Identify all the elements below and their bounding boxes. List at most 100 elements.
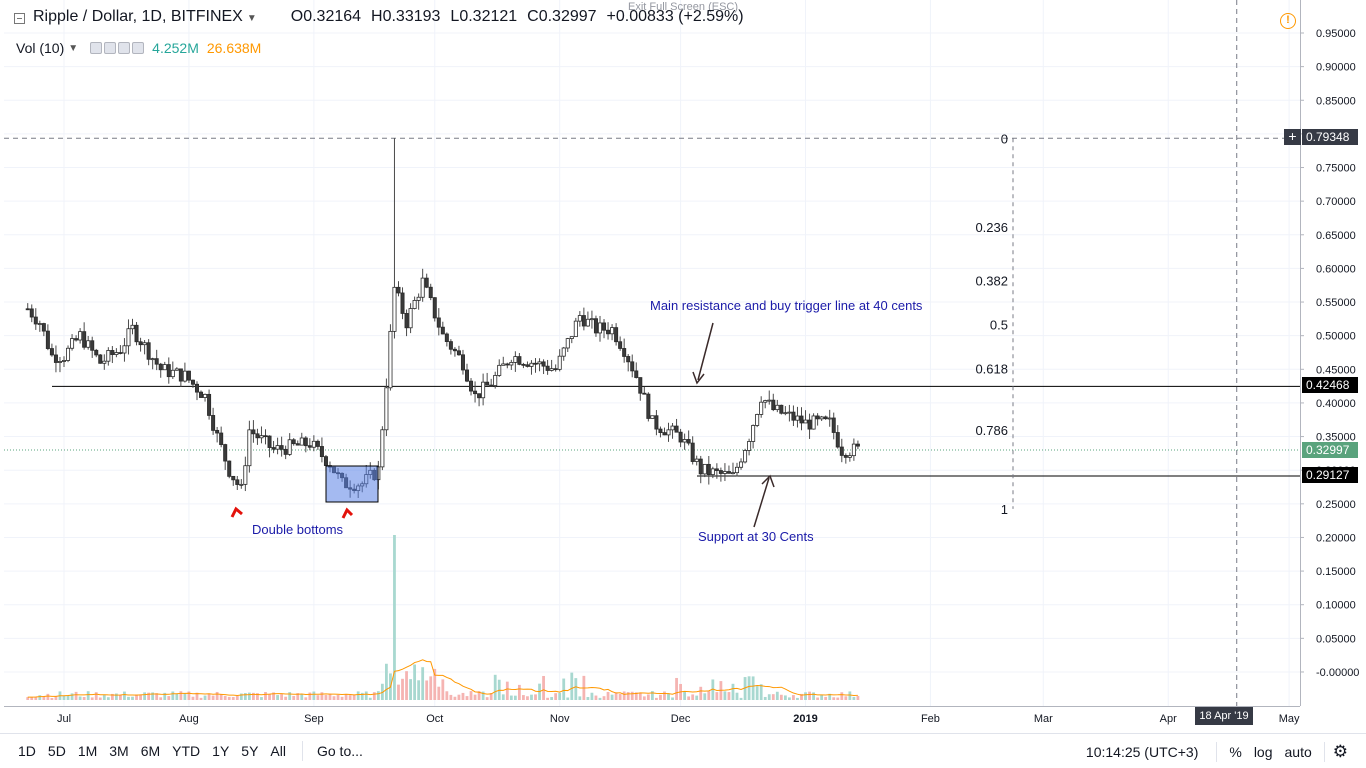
close-value: C0.32997: [527, 8, 597, 25]
candle-body: [521, 363, 526, 366]
warning-icon[interactable]: !: [1280, 13, 1296, 29]
candle-body: [714, 468, 719, 471]
candle-body: [585, 318, 590, 327]
volume-bar: [513, 695, 517, 700]
time-tick-label: Feb: [921, 713, 940, 725]
candle-body: [835, 432, 840, 448]
double-bottoms-annotation[interactable]: Double bottoms: [252, 522, 344, 537]
auto-scale-toggle[interactable]: auto: [1284, 743, 1312, 760]
volume-bar: [328, 693, 332, 700]
candle-body: [847, 455, 852, 458]
support-arrow: [753, 477, 770, 528]
candle-body: [384, 387, 389, 431]
volume-bar: [74, 691, 78, 700]
volume-bar: [336, 694, 340, 700]
volume-bar: [356, 691, 360, 700]
candle-body: [194, 383, 199, 393]
candle-body: [642, 392, 647, 395]
volume-bar: [78, 696, 82, 700]
candle-body: [142, 342, 147, 346]
volume-bar: [775, 691, 779, 700]
volume-bar: [594, 695, 598, 700]
timeframe-1y[interactable]: 1Y: [212, 743, 230, 759]
add-alert-button[interactable]: +: [1284, 129, 1301, 145]
candle-body: [553, 368, 558, 371]
volume-bar: [731, 683, 735, 700]
volume-bar: [481, 691, 485, 700]
volume-bar: [90, 697, 94, 700]
time-tick-label: Mar: [1034, 713, 1053, 725]
timeframe-6m[interactable]: 6M: [140, 743, 161, 759]
candle-body: [154, 358, 159, 365]
goto-date-button[interactable]: Go to...: [316, 743, 363, 759]
timeframe-5y[interactable]: 5Y: [241, 743, 259, 759]
volume-bar: [755, 686, 759, 700]
price-tick-label: 0.75000: [1316, 163, 1356, 175]
volume-bar: [235, 695, 239, 700]
candle-body: [464, 369, 469, 382]
price-tick-label: 0.85000: [1316, 95, 1356, 107]
volume-bar: [30, 697, 34, 700]
eye-icon[interactable]: [90, 42, 103, 54]
volume-bar: [517, 684, 521, 700]
timeframe-ytd[interactable]: YTD: [172, 743, 201, 759]
candle-body: [767, 399, 772, 402]
time-tick-label: 2019: [793, 713, 817, 725]
volume-bar: [743, 677, 747, 700]
volume-bar: [477, 691, 481, 700]
volume-bar: [832, 697, 836, 700]
chevron-down-icon[interactable]: ▼: [68, 42, 79, 54]
log-scale-toggle[interactable]: log: [1253, 743, 1273, 760]
chevron-down-icon[interactable]: ▼: [246, 13, 257, 24]
candle-body: [622, 348, 627, 357]
volume-bar: [707, 691, 711, 700]
remove-icon[interactable]: [132, 42, 145, 54]
clock-display[interactable]: 10:14:25 (UTC+3): [1085, 743, 1199, 760]
candle-body: [287, 439, 292, 455]
volume-bar: [393, 535, 396, 700]
support-annotation[interactable]: Support at 30 Cents: [698, 529, 814, 544]
settings-icon[interactable]: [104, 42, 117, 54]
candle-body: [722, 471, 727, 474]
gear-icon[interactable]: ⚙: [1332, 741, 1348, 761]
candle-body: [626, 356, 631, 363]
timeframe-all[interactable]: All: [270, 743, 286, 759]
candle-body: [199, 391, 204, 398]
volume-bar: [324, 695, 328, 700]
volume-bar: [792, 695, 795, 700]
resistance-annotation[interactable]: Main resistance and buy trigger line at …: [650, 298, 923, 313]
candle-body: [763, 400, 768, 403]
candle-body: [851, 443, 856, 457]
candle-body: [86, 340, 91, 348]
volume-bar: [796, 697, 799, 700]
price-tick-label: 0.70000: [1316, 196, 1356, 208]
volume-bar: [465, 696, 469, 700]
volume-label[interactable]: Vol (10): [16, 40, 65, 56]
timeframe-1m[interactable]: 1M: [77, 743, 98, 759]
add-icon[interactable]: [118, 42, 131, 54]
candle-body: [259, 435, 264, 439]
percent-scale-toggle[interactable]: %: [1229, 743, 1242, 760]
collapse-icon[interactable]: [14, 12, 25, 24]
volume-bar: [26, 697, 30, 700]
candle-body: [412, 300, 417, 309]
candle-body: [795, 415, 800, 421]
symbol-title[interactable]: Ripple / Dollar, 1D, BITFINEX ▼: [33, 8, 257, 25]
volume-bar: [191, 696, 195, 700]
candle-body: [392, 286, 397, 332]
price-chart[interactable]: 0 0.236 0.382 0.5 0.618 0.786 1 0.95000 0.90000…: [0, 0, 1366, 733]
volume-bar: [723, 691, 727, 700]
candle-body: [122, 345, 127, 354]
volume-bar: [376, 691, 380, 700]
timeframe-1d[interactable]: 1D: [18, 743, 36, 759]
candle-body: [456, 350, 461, 356]
timeframe-5d[interactable]: 5D: [47, 743, 66, 759]
candle-body: [420, 277, 425, 298]
volume-bar: [34, 696, 38, 700]
candle-body: [694, 458, 699, 462]
candle-body: [759, 401, 764, 415]
timeframe-3m[interactable]: 3M: [109, 743, 129, 759]
exit-fullscreen-hint[interactable]: Exit Full Screen (ESC): [628, 1, 739, 13]
volume-bar: [703, 693, 707, 700]
candle-body: [787, 411, 792, 414]
